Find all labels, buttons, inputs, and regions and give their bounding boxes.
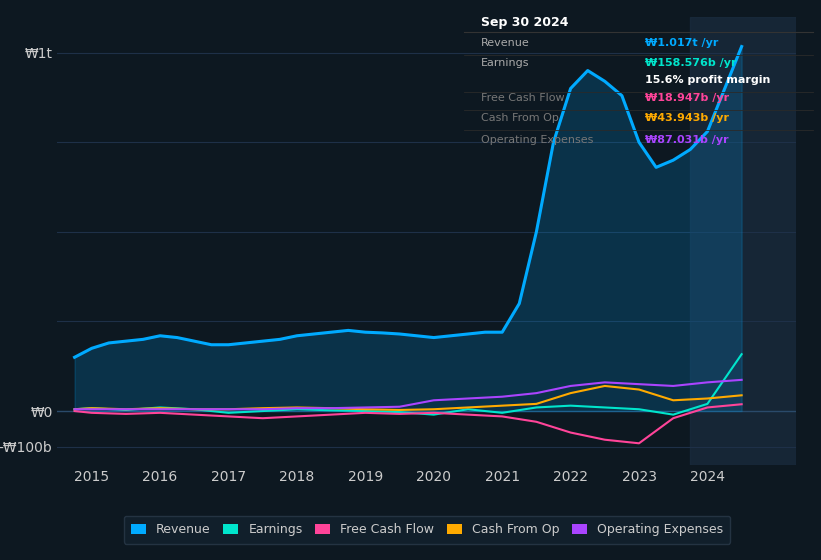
- Text: ₩43.943b /yr: ₩43.943b /yr: [645, 113, 729, 123]
- Text: Sep 30 2024: Sep 30 2024: [481, 16, 569, 29]
- Text: ₩18.947b /yr: ₩18.947b /yr: [645, 93, 729, 103]
- Text: ₩1.017t /yr: ₩1.017t /yr: [645, 38, 718, 48]
- Text: Cash From Op: Cash From Op: [481, 113, 559, 123]
- Bar: [690, 17, 796, 465]
- Text: ₩87.031b /yr: ₩87.031b /yr: [645, 134, 729, 144]
- Text: 15.6% profit margin: 15.6% profit margin: [645, 74, 771, 85]
- Text: Free Cash Flow: Free Cash Flow: [481, 93, 565, 103]
- Text: Revenue: Revenue: [481, 38, 530, 48]
- Text: Operating Expenses: Operating Expenses: [481, 134, 594, 144]
- Text: Earnings: Earnings: [481, 58, 530, 68]
- Text: ₩158.576b /yr: ₩158.576b /yr: [645, 58, 736, 68]
- Legend: Revenue, Earnings, Free Cash Flow, Cash From Op, Operating Expenses: Revenue, Earnings, Free Cash Flow, Cash …: [124, 516, 730, 544]
